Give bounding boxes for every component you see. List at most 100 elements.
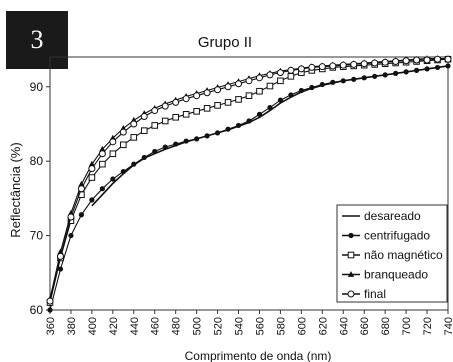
data-point <box>89 197 95 203</box>
data-point <box>392 57 400 65</box>
figure-number-badge: 3 <box>6 11 68 69</box>
x-tick-label: 540 <box>234 317 246 335</box>
x-tick-label: 360 <box>45 317 57 335</box>
data-point <box>235 80 243 88</box>
data-point <box>308 63 316 71</box>
data-point <box>88 160 96 167</box>
data-point <box>350 60 358 68</box>
x-tick-label: 620 <box>317 317 329 335</box>
data-point <box>57 266 64 272</box>
data-point <box>382 72 388 78</box>
legend-box <box>336 204 448 303</box>
data-point <box>351 76 357 82</box>
data-point <box>245 92 253 99</box>
data-point <box>445 63 451 69</box>
data-point <box>224 83 232 91</box>
data-point <box>119 128 127 136</box>
y-tick-label: 70 <box>30 229 44 243</box>
data-point <box>109 138 117 146</box>
data-point <box>434 64 441 71</box>
data-point <box>183 138 189 144</box>
data-point <box>56 252 64 260</box>
data-point <box>287 66 295 74</box>
data-point <box>151 107 159 115</box>
x-tick-label: 720 <box>422 317 434 335</box>
data-point <box>131 161 137 167</box>
data-point <box>161 102 169 110</box>
data-point <box>348 232 354 239</box>
data-point <box>413 56 421 64</box>
data-point <box>393 70 399 76</box>
data-point <box>47 307 53 313</box>
data-point <box>329 62 337 70</box>
data-point <box>214 130 221 136</box>
data-point <box>319 81 325 88</box>
data-point <box>361 75 367 81</box>
series-group <box>46 55 452 313</box>
data-point <box>371 59 379 67</box>
data-point <box>287 73 295 80</box>
data-point <box>141 154 147 161</box>
x-tick-label: 660 <box>359 317 371 335</box>
y-tick-label: 90 <box>30 80 44 94</box>
data-point <box>267 105 273 111</box>
data-point <box>360 60 368 68</box>
data-point <box>78 212 85 218</box>
data-point <box>99 145 106 152</box>
data-point <box>172 113 179 121</box>
x-tick-label: 460 <box>150 317 162 335</box>
y-tick-label: 80 <box>30 154 44 168</box>
data-point <box>423 56 431 64</box>
data-point <box>330 79 336 85</box>
data-point <box>161 117 169 125</box>
data-point <box>109 150 117 158</box>
x-tick-label: 740 <box>443 317 453 335</box>
data-point <box>402 57 410 65</box>
x-tick-label: 560 <box>254 317 266 335</box>
legend-label: branqueado <box>364 268 428 282</box>
data-point <box>434 55 442 63</box>
y-tick-label: 60 <box>30 303 44 317</box>
data-point <box>372 73 378 79</box>
data-point <box>172 98 180 106</box>
data-point <box>68 232 74 239</box>
data-point <box>288 92 294 98</box>
data-point <box>266 82 274 90</box>
data-point <box>162 144 168 150</box>
axes: 60 70 80 90 360 380 400 420 440 460 480 500 520 540 56… <box>30 80 453 336</box>
legend-label: centrifugado <box>364 229 430 243</box>
data-point <box>152 148 158 155</box>
data-point <box>67 213 75 221</box>
data-point <box>99 186 105 192</box>
data-point <box>318 63 326 71</box>
y-axis-label: Reflectância (%) <box>8 142 23 237</box>
data-point <box>403 69 409 75</box>
x-tick-label: 520 <box>213 317 225 335</box>
data-point <box>204 133 210 139</box>
data-point <box>266 71 274 79</box>
data-point <box>98 150 106 158</box>
data-point <box>347 251 355 259</box>
data-point <box>203 89 211 97</box>
data-point <box>256 87 263 95</box>
data-point <box>381 58 389 66</box>
data-point <box>413 67 420 73</box>
x-axis-label: Comprimento de onda (nm) <box>185 349 332 362</box>
data-point <box>193 108 200 115</box>
data-point <box>256 111 263 117</box>
data-point <box>173 141 179 147</box>
x-tick-label: 600 <box>296 317 308 335</box>
data-point <box>339 61 347 69</box>
data-point <box>444 55 452 63</box>
data-point <box>277 97 284 103</box>
data-point <box>182 95 190 103</box>
data-point <box>347 271 355 277</box>
data-point <box>309 84 315 91</box>
data-point <box>203 105 211 112</box>
data-point <box>77 185 85 193</box>
data-point <box>130 120 138 128</box>
data-point <box>214 102 221 109</box>
data-point <box>255 74 263 82</box>
data-point <box>99 160 106 168</box>
